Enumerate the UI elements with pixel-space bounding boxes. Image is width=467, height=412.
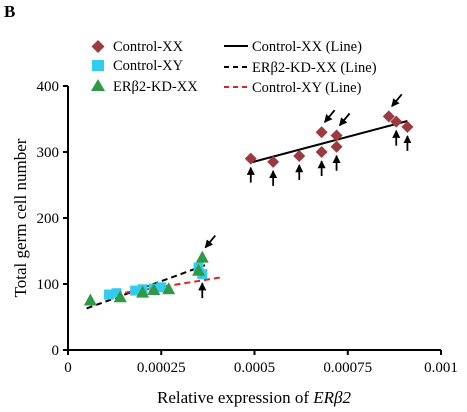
legend-marker-control-xy bbox=[92, 60, 104, 71]
point-control-xx bbox=[390, 115, 403, 128]
y-axis-title: Total germ cell number bbox=[11, 138, 30, 297]
point-kd-xx bbox=[162, 282, 176, 295]
y-tick-label: 100 bbox=[37, 277, 60, 293]
point-control-xx bbox=[315, 146, 328, 158]
x-tick-label: 0.001 bbox=[424, 360, 458, 376]
arrow-down-annotation bbox=[323, 109, 336, 123]
y-tick-label: 300 bbox=[37, 145, 60, 161]
arrow-annotation-group bbox=[198, 93, 412, 299]
x-axis-title: Relative expression of ERβ2 bbox=[157, 388, 352, 407]
x-tick-label: 0.00075 bbox=[323, 360, 372, 376]
legend-label-control-xy: Control-XY bbox=[113, 58, 184, 74]
x-tick-label: 0.0005 bbox=[234, 360, 275, 376]
legend-label-control-xx-line: Control-XX (Line) bbox=[252, 39, 362, 55]
point-kd-xx bbox=[136, 285, 150, 298]
legend-marker-control-xx bbox=[91, 40, 105, 53]
point-control-xx bbox=[330, 140, 343, 153]
x-tick-group: 0 0.00025 0.0005 0.00075 0.001 bbox=[64, 350, 458, 376]
y-tick-label: 400 bbox=[37, 79, 60, 95]
trend-line-0 bbox=[250, 120, 408, 164]
point-control-xy bbox=[156, 282, 167, 293]
point-kd-xx bbox=[195, 250, 209, 263]
arrow-down-annotation bbox=[338, 112, 351, 127]
x-axis-title-prefix: Relative expression of bbox=[157, 388, 313, 407]
point-control-xx bbox=[330, 129, 343, 142]
arrow-down-annotation bbox=[204, 235, 216, 249]
data-point-group bbox=[83, 110, 414, 306]
point-control-xx bbox=[315, 126, 328, 139]
legend-label-control-xx: Control-XX bbox=[113, 39, 184, 55]
x-tick-label: 0.00025 bbox=[137, 360, 186, 376]
y-tick-group: 0 100 200 300 400 bbox=[37, 79, 68, 359]
x-tick-label: 0 bbox=[64, 360, 72, 376]
point-control-xy bbox=[111, 288, 122, 299]
point-kd-xx bbox=[147, 282, 161, 295]
legend: Control-XX Control-XY ERβ2-KD-XX Control… bbox=[91, 39, 377, 96]
point-control-xx bbox=[293, 149, 306, 162]
point-control-xx bbox=[267, 155, 280, 168]
point-control-xy bbox=[104, 289, 115, 300]
point-kd-xx bbox=[192, 263, 206, 276]
point-kd-xx bbox=[113, 290, 127, 303]
legend-marker-kd-xx bbox=[91, 79, 105, 91]
point-control-xx bbox=[244, 152, 257, 165]
arrow-down-annotation bbox=[391, 93, 403, 107]
point-kd-xx bbox=[83, 293, 97, 306]
panel-letter: B bbox=[4, 2, 15, 21]
y-tick-label: 200 bbox=[37, 211, 60, 227]
point-control-xx bbox=[382, 110, 395, 123]
x-axis-title-gene: ERβ2 bbox=[312, 388, 351, 407]
point-control-xx bbox=[401, 120, 414, 133]
legend-label-control-xy-line: Control-XY (Line) bbox=[252, 80, 362, 96]
point-control-xy bbox=[130, 285, 141, 296]
legend-label-kd-xx-line: ERβ2-KD-XX (Line) bbox=[252, 60, 377, 76]
y-tick-label: 0 bbox=[52, 343, 60, 359]
trend-line-group bbox=[86, 120, 408, 310]
legend-label-kd-xx: ERβ2-KD-XX bbox=[113, 79, 198, 95]
